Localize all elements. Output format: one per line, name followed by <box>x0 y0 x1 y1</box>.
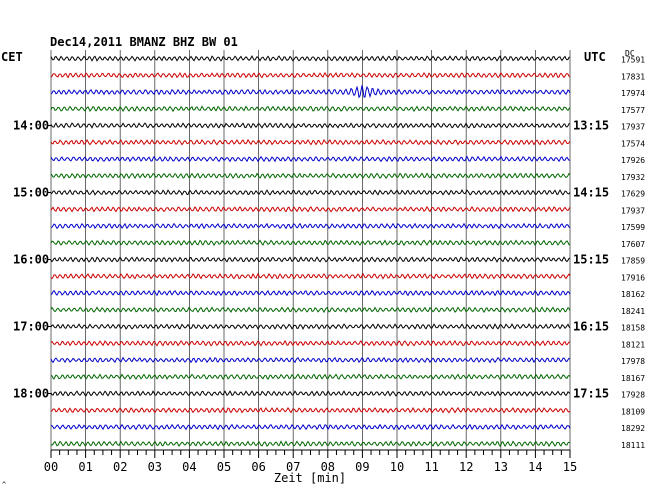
cet-time-label: 15:00 <box>13 186 49 200</box>
trace-dc-value: 17937 <box>621 206 645 215</box>
trace-line <box>50 138 571 146</box>
x-tick-label: 00 <box>44 460 58 474</box>
cet-time-label: 16:00 <box>13 253 49 267</box>
trace-dc-value: 17859 <box>621 257 645 266</box>
x-tick-label: 05 <box>217 460 231 474</box>
trace-dc-value: 17599 <box>621 223 645 232</box>
trace-line <box>50 71 571 79</box>
trace-dc-value: 17607 <box>621 240 645 249</box>
trace-line <box>50 406 571 414</box>
utc-time-label: 15:15 <box>573 253 609 267</box>
trace-dc-value: 18111 <box>621 441 645 450</box>
right-timezone-label: UTC <box>584 50 606 64</box>
trace-line <box>50 105 571 113</box>
x-tick-label: 08 <box>321 460 335 474</box>
trace-dc-value: 18121 <box>621 340 645 349</box>
trace-dc-value: 18162 <box>621 290 645 299</box>
trace-dc-value: 18167 <box>621 374 645 383</box>
corner-mark: ^ <box>2 481 6 489</box>
left-timezone-label: CET <box>1 50 23 64</box>
trace-line <box>50 272 571 280</box>
trace-dc-value: 17978 <box>621 357 645 366</box>
trace-dc-value: 17932 <box>621 173 645 182</box>
x-tick-label: 09 <box>355 460 369 474</box>
utc-time-label: 13:15 <box>573 119 609 133</box>
trace-line <box>50 155 571 163</box>
trace-line <box>50 205 571 213</box>
trace-line <box>50 390 571 397</box>
x-tick-label: 10 <box>390 460 404 474</box>
trace-dc-value: 17591 <box>621 56 645 65</box>
x-tick-label: 13 <box>494 460 508 474</box>
trace-dc-value: 17831 <box>621 72 645 81</box>
trace-line <box>50 172 571 180</box>
x-tick-label: 12 <box>459 460 473 474</box>
trace-line <box>50 256 571 263</box>
trace-line <box>50 423 571 431</box>
trace-dc-value: 17916 <box>621 273 645 282</box>
utc-time-label: 16:15 <box>573 320 609 334</box>
trace-line <box>50 323 571 330</box>
x-tick-label: 11 <box>424 460 438 474</box>
x-tick-label: 07 <box>286 460 300 474</box>
plot-grid <box>50 50 571 450</box>
x-tick-label: 04 <box>182 460 196 474</box>
x-tick-label: 06 <box>251 460 265 474</box>
trace-dc-value: 18292 <box>621 424 645 433</box>
trace-line <box>50 85 571 99</box>
x-tick-label: 03 <box>148 460 162 474</box>
trace-line <box>50 289 571 297</box>
trace-line <box>50 122 571 129</box>
cet-time-label: 18:00 <box>13 387 49 401</box>
trace-line <box>50 339 571 347</box>
x-tick-label: 01 <box>78 460 92 474</box>
utc-time-label: 14:15 <box>573 186 609 200</box>
trace-dc-value: 18241 <box>621 307 645 316</box>
dc-column-header: DC <box>625 49 635 58</box>
trace-line <box>50 239 571 247</box>
trace-line <box>50 222 571 230</box>
trace-dc-value: 17629 <box>621 190 645 199</box>
trace-dc-value: 17574 <box>621 139 645 148</box>
x-tick-label: 14 <box>528 460 542 474</box>
trace-dc-value: 17577 <box>621 106 645 115</box>
trace-dc-value: 17937 <box>621 123 645 132</box>
cet-time-label: 14:00 <box>13 119 49 133</box>
trace-line <box>50 440 571 448</box>
chart-title: Dec14,2011 BMANZ BHZ BW 01 <box>50 35 238 49</box>
trace-dc-value: 17926 <box>621 156 645 165</box>
x-tick-label: 02 <box>113 460 127 474</box>
trace-line <box>50 189 571 196</box>
trace-line <box>50 55 571 62</box>
trace-dc-value: 17928 <box>621 391 645 400</box>
x-tick-label: 15 <box>563 460 577 474</box>
trace-dc-value: 17974 <box>621 89 645 98</box>
trace-line <box>50 373 571 381</box>
trace-dc-value: 18158 <box>621 324 645 333</box>
trace-line <box>50 356 571 364</box>
x-axis: 00 01 02 03 04 05 06 07 08 09 10 11 12 13 14 15 <box>44 449 577 474</box>
cet-time-label: 17:00 <box>13 320 49 334</box>
trace-line <box>50 306 571 314</box>
trace-group <box>50 55 571 448</box>
x-axis-label: Zeit [min] <box>274 471 346 485</box>
trace-dc-value: 18109 <box>621 407 645 416</box>
row-labels: 17591 17831 17974 17577 17937 14:00 13:15 17574… <box>13 56 645 450</box>
utc-time-label: 17:15 <box>573 387 609 401</box>
